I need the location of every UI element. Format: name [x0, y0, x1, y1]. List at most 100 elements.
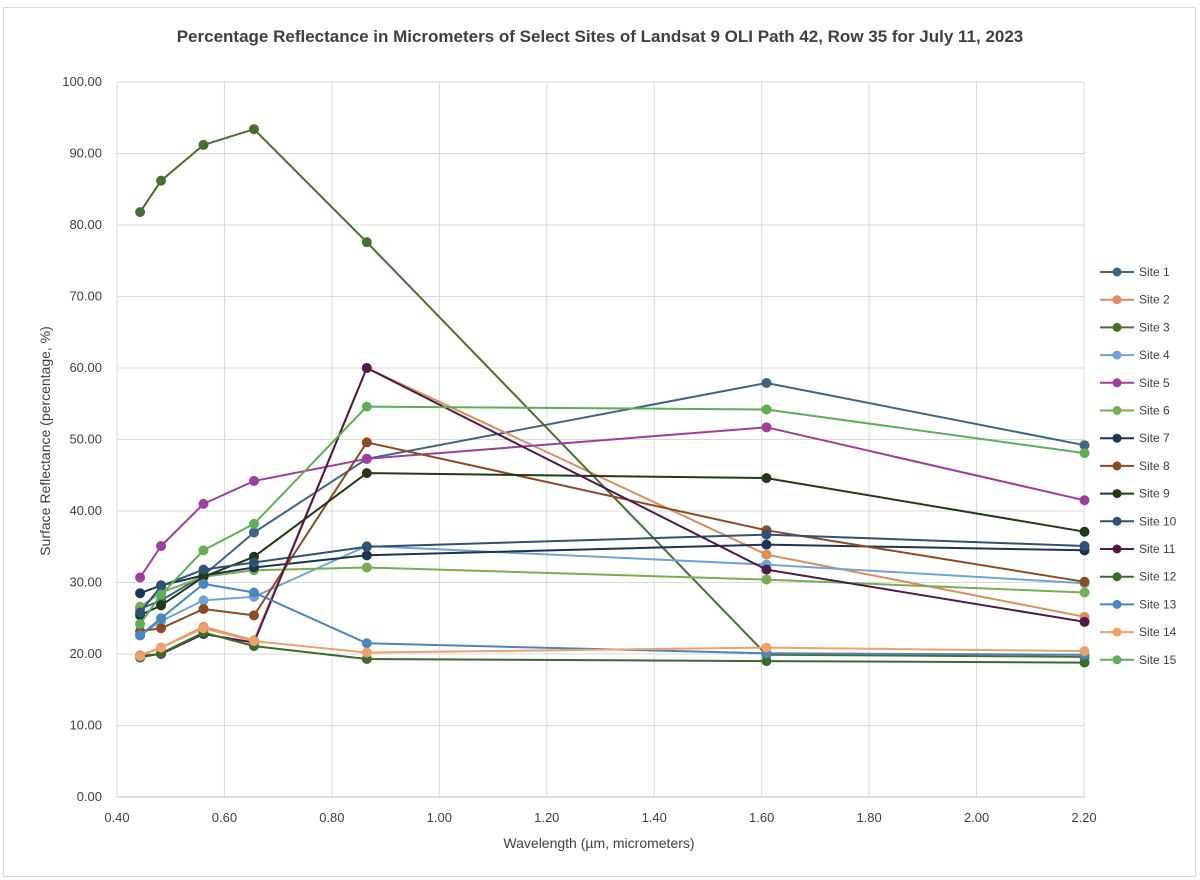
site-9-point: [1079, 526, 1090, 537]
y-tick-label: 40.00: [69, 503, 102, 518]
site-2-legend-label: Site 2: [1139, 293, 1170, 307]
site-4-legend-marker: [1112, 350, 1122, 360]
site-13-point: [248, 587, 259, 598]
y-tick-label: 50.00: [69, 432, 102, 447]
site-3-point: [198, 139, 209, 150]
y-tick-label: 10.00: [69, 718, 102, 733]
site-15-legend-label: Site 15: [1139, 653, 1177, 667]
site-14-series: [135, 623, 1090, 662]
site-5-legend-marker: [1112, 378, 1122, 388]
site-8-point: [361, 437, 372, 448]
site-12-legend-label: Site 12: [1139, 570, 1177, 584]
site-14-point: [361, 647, 372, 658]
site-1-legend-label: Site 1: [1139, 265, 1170, 279]
site-5-series: [135, 422, 1090, 583]
site-3-line: [139, 128, 1085, 658]
x-tick-label: 2.00: [964, 810, 989, 825]
series-layer: [135, 124, 1090, 668]
site-2-legend-marker: [1112, 295, 1122, 305]
site-6-legend-marker: [1112, 406, 1122, 415]
site-7-point: [361, 550, 372, 561]
site-15-point: [1079, 448, 1090, 459]
site-10-point: [361, 541, 372, 552]
site-8-point: [1079, 576, 1090, 587]
site-5-legend-label: Site 5: [1139, 376, 1170, 390]
site-14-line: [139, 627, 1085, 658]
site-14-point: [1079, 646, 1090, 657]
site-10-point: [761, 529, 772, 540]
site-15-point: [135, 618, 146, 629]
axis-layer: 0.40 0.60 0.80 1.00 1.20 1.40 1.60 1.80 2.00 2.20…: [62, 74, 1096, 825]
site-14-point: [135, 651, 146, 662]
site-14-point: [248, 636, 259, 647]
site-14-legend-marker: [1112, 627, 1122, 637]
site-10-point: [198, 564, 209, 575]
site-5-point: [248, 475, 259, 486]
site-6-legend-label: Site 6: [1139, 404, 1170, 418]
site-5-point: [1079, 495, 1090, 506]
site-8-point: [198, 603, 209, 614]
x-tick-label: 1.60: [749, 810, 774, 825]
y-axis-title: Surface Reflectance (percentage, %): [37, 326, 53, 556]
site-10-legend-marker: [1112, 516, 1122, 526]
site-12-line: [139, 631, 1085, 664]
site-11-legend-marker: [1112, 544, 1122, 554]
site-10-point: [135, 607, 146, 618]
site-10-point: [248, 557, 259, 568]
site-9-legend-marker: [1112, 489, 1122, 499]
chart-title: Percentage Reflectance in Micrometers of…: [176, 27, 1024, 46]
site-9-point: [761, 473, 772, 484]
x-tick-label: 0.80: [319, 810, 344, 825]
site-13-point: [361, 638, 372, 649]
site-3-point: [361, 237, 372, 248]
site-4-legend-label: Site 4: [1139, 348, 1170, 362]
y-tick-label: 60.00: [69, 360, 102, 375]
y-tick-label: 0.00: [77, 789, 102, 804]
site-10-point: [1079, 541, 1090, 552]
site-15-point: [156, 589, 167, 600]
x-tick-label: 1.20: [534, 810, 559, 825]
y-tick-label: 100.00: [62, 74, 102, 89]
site-5-point: [198, 498, 209, 509]
x-tick-label: 1.00: [427, 810, 452, 825]
site-1-point: [761, 378, 772, 389]
site-10-point: [156, 581, 167, 592]
site-9-point: [361, 468, 372, 479]
y-tick-label: 30.00: [69, 575, 102, 590]
x-axis-title: Wavelength (µm, micrometers): [503, 835, 694, 851]
site-13-point: [135, 630, 146, 641]
site-7-point: [761, 539, 772, 550]
site-13-point: [198, 578, 209, 589]
site-4-point: [198, 595, 209, 606]
site-13-series: [135, 578, 1090, 660]
site-11-point: [361, 363, 372, 373]
site-8-legend-marker: [1112, 461, 1122, 471]
x-tick-label: 1.40: [642, 810, 667, 825]
site-15-point: [248, 518, 259, 529]
site-7-legend-label: Site 7: [1139, 431, 1170, 445]
site-13-point: [156, 613, 167, 624]
site-3-point: [135, 207, 146, 218]
site-5-line: [139, 426, 1085, 579]
site-8-legend-label: Site 8: [1139, 459, 1170, 473]
site-3-legend-marker: [1112, 322, 1122, 332]
y-tick-label: 70.00: [69, 289, 102, 304]
site-6-point: [761, 574, 772, 585]
site-1-point: [248, 527, 259, 538]
site-6-point: [1079, 587, 1090, 598]
site-14-point: [198, 623, 209, 634]
site-15-legend-marker: [1112, 655, 1122, 665]
site-3-point: [248, 124, 259, 135]
site-11-point: [1079, 616, 1090, 627]
legend: Site 1 Site 2 Site 3 Site 4 Site 5 Site 6 Site…: [1100, 265, 1177, 667]
site-14-point: [156, 642, 167, 653]
site-15-point: [361, 401, 372, 412]
site-7-point: [135, 588, 146, 599]
site-1-legend-marker: [1112, 267, 1122, 277]
site-11-legend-label: Site 11: [1139, 542, 1176, 556]
site-15-series: [135, 401, 1090, 629]
site-2-line: [139, 367, 1085, 657]
y-tick-label: 20.00: [69, 646, 102, 661]
site-5-point: [361, 453, 372, 464]
